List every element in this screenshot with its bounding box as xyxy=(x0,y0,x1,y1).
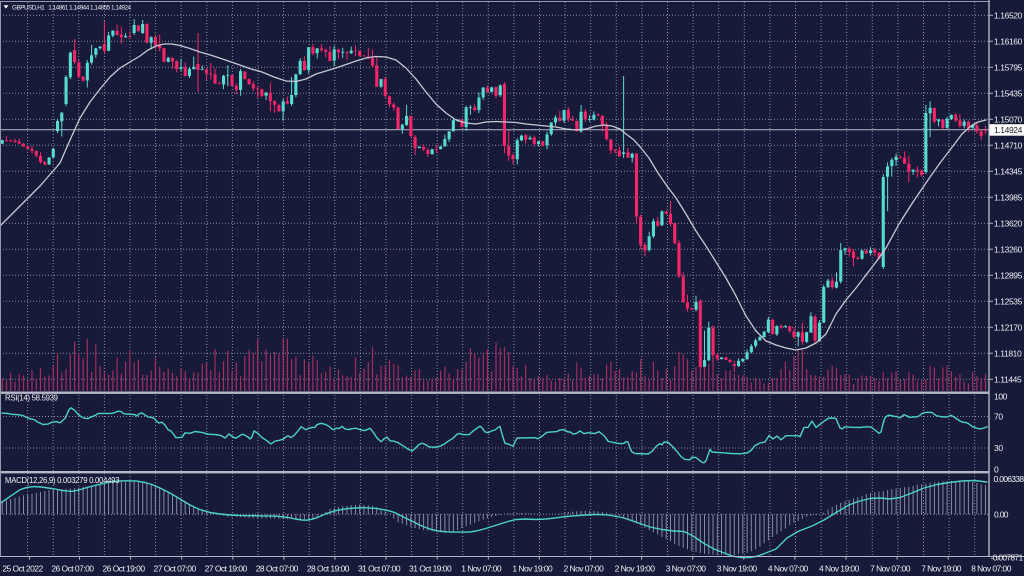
svg-text:8 Nov 07:00: 8 Nov 07:00 xyxy=(971,564,1012,574)
svg-text:25 Oct 2022: 25 Oct 2022 xyxy=(2,564,43,574)
svg-text:0.006338: 0.006338 xyxy=(994,474,1024,484)
svg-text:1.15435: 1.15435 xyxy=(994,88,1023,98)
svg-text:2 Nov 07:00: 2 Nov 07:00 xyxy=(564,564,605,574)
svg-text:1.13985: 1.13985 xyxy=(994,192,1023,202)
svg-text:1.11810: 1.11810 xyxy=(994,348,1022,358)
svg-text:3 Nov 19:00: 3 Nov 19:00 xyxy=(717,564,758,574)
svg-text:1.11445: 1.11445 xyxy=(994,374,1022,384)
svg-text:-0.007871: -0.007871 xyxy=(991,553,1024,563)
svg-text:0.00: 0.00 xyxy=(994,509,1009,519)
svg-text:1.12170: 1.12170 xyxy=(994,322,1023,332)
svg-text:26 Oct 07:00: 26 Oct 07:00 xyxy=(51,564,94,574)
svg-text:1.13620: 1.13620 xyxy=(994,218,1023,228)
svg-text:1.14710: 1.14710 xyxy=(994,140,1023,150)
svg-text:1.15795: 1.15795 xyxy=(994,62,1023,72)
svg-text:1.16160: 1.16160 xyxy=(994,36,1023,46)
svg-text:GBPUSD,H1 1.14861 1.14944 1.: GBPUSD,H1 1.14861 1.14944 1.14855 1.1492… xyxy=(12,4,132,11)
svg-text:1.15070: 1.15070 xyxy=(994,114,1023,124)
svg-text:27 Oct 19:00: 27 Oct 19:00 xyxy=(205,564,248,574)
svg-text:100: 100 xyxy=(994,392,1008,402)
svg-text:1.12895: 1.12895 xyxy=(994,270,1023,280)
svg-text:31 Oct 07:00: 31 Oct 07:00 xyxy=(358,564,401,574)
svg-text:1.14924: 1.14924 xyxy=(994,125,1023,135)
svg-text:1.14345: 1.14345 xyxy=(994,166,1023,176)
svg-text:2 Nov 19:00: 2 Nov 19:00 xyxy=(615,564,656,574)
svg-text:1 Nov 07:00: 1 Nov 07:00 xyxy=(461,564,502,574)
svg-text:3 Nov 07:00: 3 Nov 07:00 xyxy=(666,564,707,574)
svg-text:RSI(14) 58.5939: RSI(14) 58.5939 xyxy=(5,394,58,403)
svg-text:7 Nov 07:00: 7 Nov 07:00 xyxy=(870,564,911,574)
svg-text:1 Nov 19:00: 1 Nov 19:00 xyxy=(512,564,553,574)
svg-text:0: 0 xyxy=(994,465,999,475)
svg-text:1.12535: 1.12535 xyxy=(994,296,1023,306)
svg-text:70: 70 xyxy=(994,412,1003,422)
svg-text:28 Oct 07:00: 28 Oct 07:00 xyxy=(256,564,299,574)
svg-text:30: 30 xyxy=(994,443,1003,453)
svg-text:MACD(12,26,9) 0.003279 0.00449: MACD(12,26,9) 0.003279 0.004493 xyxy=(5,476,119,485)
svg-text:28 Oct 19:00: 28 Oct 19:00 xyxy=(307,564,350,574)
svg-text:4 Nov 07:00: 4 Nov 07:00 xyxy=(768,564,809,574)
svg-text:1.16520: 1.16520 xyxy=(994,10,1023,20)
svg-text:26 Oct 19:00: 26 Oct 19:00 xyxy=(102,564,145,574)
svg-text:31 Oct 19:00: 31 Oct 19:00 xyxy=(409,564,452,574)
svg-text:7 Nov 19:00: 7 Nov 19:00 xyxy=(921,564,962,574)
svg-text:4 Nov 19:00: 4 Nov 19:00 xyxy=(819,564,860,574)
svg-text:1.13260: 1.13260 xyxy=(994,244,1023,254)
svg-text:27 Oct 07:00: 27 Oct 07:00 xyxy=(154,564,197,574)
